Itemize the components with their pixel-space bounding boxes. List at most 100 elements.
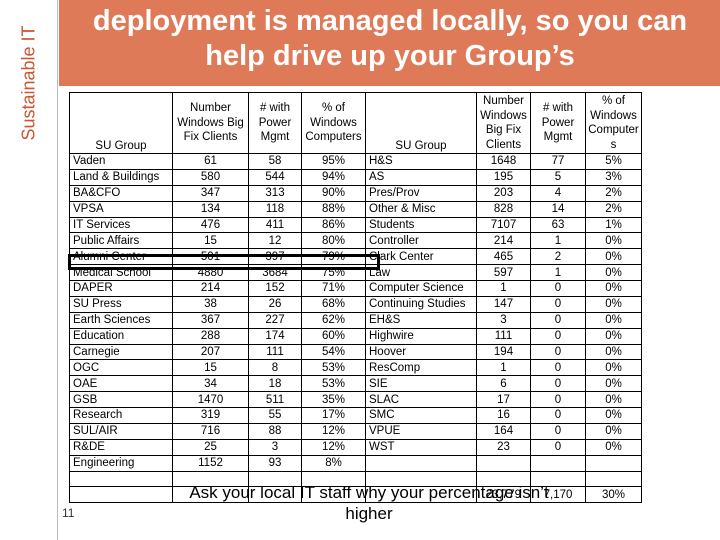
table-cell: 7107 (476, 216, 531, 234)
table-cell: 30% (585, 486, 642, 504)
table-cell: 0% (585, 232, 642, 250)
table-cell: EH&S (365, 311, 477, 329)
title-banner (59, 0, 720, 86)
table-cell: GSB (69, 391, 173, 408)
table-cell: 95% (301, 153, 366, 170)
header-power-mgmt: # with Power Mgmt (248, 92, 302, 154)
header-su-group-2: SU Group (365, 92, 477, 154)
table-cell: 319 (172, 407, 249, 424)
table-cell: VPSA (69, 200, 173, 218)
table-cell (365, 454, 477, 472)
table-cell (248, 470, 302, 488)
table-cell: 0% (585, 391, 642, 408)
table-cell: 4880 (172, 264, 249, 281)
table-row: Engineering 1152 93 8% (69, 454, 642, 472)
table-cell: 25 (172, 438, 249, 456)
table-cell: Research (69, 407, 173, 424)
table-cell: 14 (530, 200, 586, 218)
table-cell: 214 (172, 280, 249, 297)
table-row: DAPER 214 152 71% Computer Science 1 0 0% (69, 280, 642, 297)
table-cell: 580 (172, 168, 249, 186)
table-cell: 0% (585, 359, 642, 377)
table-cell: 88% (301, 200, 366, 218)
table-cell: 35% (301, 391, 366, 408)
table-cell: 17 (476, 391, 531, 408)
table-cell: 0 (530, 295, 586, 313)
table-cell: 8% (301, 454, 366, 472)
table-cell: Earth Sciences (69, 311, 173, 329)
table-cell: OAE (69, 375, 173, 393)
table-cell: 12% (301, 422, 366, 440)
table-row: Land & Buildings 580 544 94% AS 195 5 3% (69, 168, 642, 186)
table-cell (585, 454, 642, 472)
table-cell: 0 (530, 359, 586, 377)
table-cell (585, 470, 642, 488)
table-row: Medical School 4880 3684 75% Law 597 1 0% (69, 264, 642, 281)
table-cell (69, 486, 173, 504)
table-cell: 2 (530, 248, 586, 266)
table-cell: 0% (585, 295, 642, 313)
table-cell (365, 486, 477, 504)
table-cell: 313 (248, 184, 302, 202)
table-cell: 203 (476, 184, 531, 202)
table-cell: 88 (248, 422, 302, 440)
table-row: SUL/AIR 716 88 12% VPUE 164 0 0% (69, 422, 642, 440)
table-cell: Clark Center (365, 248, 477, 266)
table-cell: 501 (172, 248, 249, 266)
table-row: BA&CFO 347 313 90% Pres/Prov 203 4 2% (69, 184, 642, 202)
table-cell (69, 470, 173, 488)
table-cell: 53% (301, 359, 366, 377)
header-percent-windows: % of Windows Computers (301, 92, 366, 154)
table-cell: 411 (248, 216, 302, 234)
table-row: Carnegie 207 111 54% Hoover 194 0 0% (69, 343, 642, 361)
table-cell: Public Affairs (69, 232, 173, 250)
table-cell: 54% (301, 343, 366, 361)
table-cell: AS (365, 168, 477, 186)
table-cell: H&S (365, 153, 477, 170)
table-cell: 118 (248, 200, 302, 218)
table-cell: Carnegie (69, 343, 173, 361)
table-cell: 68% (301, 295, 366, 313)
table-cell: 476 (172, 216, 249, 234)
group-adoption-table: SU Group Number Windows Big Fix Clients … (69, 92, 642, 504)
table-row (69, 470, 642, 488)
table-cell: 23 (476, 438, 531, 456)
table-row: Research 319 55 17% SMC 16 0 0% (69, 407, 642, 424)
table-cell: 0 (530, 407, 586, 424)
table-cell: SU Press (69, 295, 173, 313)
table-cell: 164 (476, 422, 531, 440)
table-cell: 207 (172, 343, 249, 361)
table-cell: 7,170 (530, 486, 586, 504)
table-cell: 0% (585, 375, 642, 393)
table-cell: 61 (172, 153, 249, 170)
table-cell: Land & Buildings (69, 168, 173, 186)
table-cell: Hoover (365, 343, 477, 361)
table-cell: 0 (530, 280, 586, 297)
table-cell: 227 (248, 311, 302, 329)
table-cell: 3684 (248, 264, 302, 281)
header-power-mgmt-2: # with Power Mgmt (530, 92, 586, 154)
table-row: SU Press 38 26 68% Continuing Studies 147 0 0% (69, 295, 642, 313)
table-row: Vaden 61 58 95% H&S 1648 77 5% (69, 153, 642, 170)
table-cell: 3 (476, 311, 531, 329)
table-cell: 0% (585, 311, 642, 329)
slide-title: deployment is managed locally, so you ca… (92, 5, 688, 72)
table-row: R&DE 25 3 12% WST 23 0 0% (69, 438, 642, 456)
table-cell: 152 (248, 280, 302, 297)
table-row: GSB 1470 511 35% SLAC 17 0 0% (69, 391, 642, 408)
vertical-divider (57, 0, 58, 540)
table-cell: 544 (248, 168, 302, 186)
table-cell: 86% (301, 216, 366, 234)
table-cell: 6 (476, 375, 531, 393)
table-cell: 23,779 (476, 486, 531, 504)
table-cell: 55 (248, 407, 302, 424)
table-cell: IT Services (69, 216, 173, 234)
table-cell: 17% (301, 407, 366, 424)
sidebar-label: Sustainable IT (0, 0, 58, 165)
table-cell: 0% (585, 438, 642, 456)
table-cell: 147 (476, 295, 531, 313)
table-cell (248, 486, 302, 504)
table-cell: 0 (530, 327, 586, 345)
table-cell: 38 (172, 295, 249, 313)
table-cell: WST (365, 438, 477, 456)
